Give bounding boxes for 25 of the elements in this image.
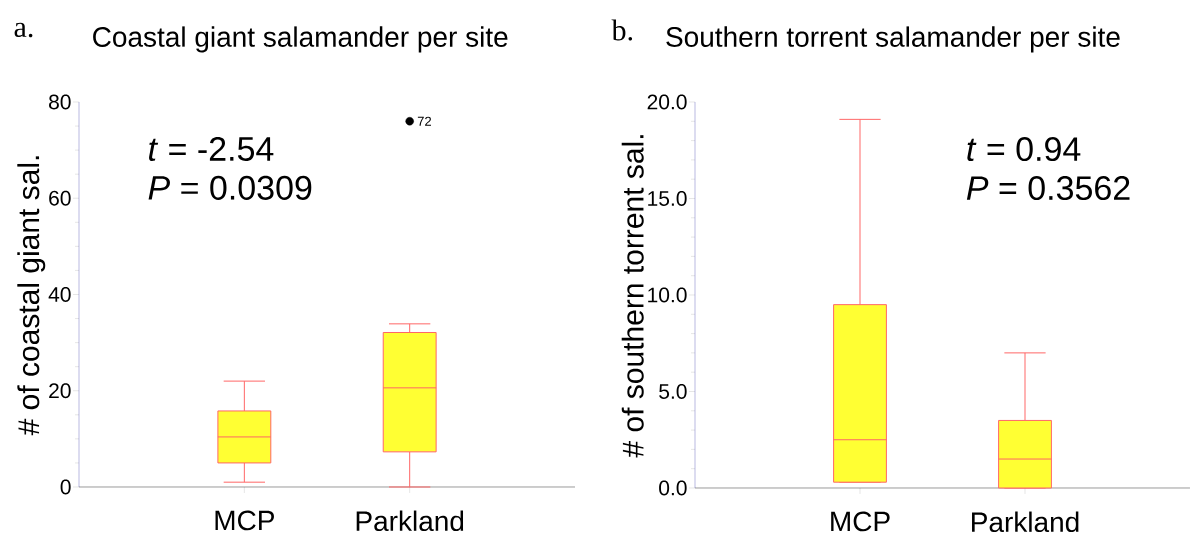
y-tick-label: 10.0 bbox=[648, 287, 687, 303]
y-tick-label: 80 bbox=[49, 94, 71, 110]
y-tick-label: 60 bbox=[49, 190, 71, 206]
annotation: P = 0.0309 bbox=[148, 175, 312, 200]
annotation: 72 bbox=[417, 116, 432, 126]
y-tick-label: 15.0 bbox=[648, 191, 687, 206]
chart-title: Southern torrent salamander per site bbox=[666, 26, 1120, 53]
y-tick-label: 20.0 bbox=[647, 94, 687, 110]
y-tick-label: 5.0 bbox=[659, 384, 687, 399]
y-tick-label: 40 bbox=[48, 287, 71, 302]
x-tick-label: Parkland bbox=[972, 511, 1079, 533]
text: a. bbox=[14, 22, 33, 38]
chart-title: Coastal giant salamander per site bbox=[93, 26, 508, 53]
y-axis-title: # of southern torrent sal. bbox=[621, 135, 644, 458]
y-tick-label: 0.0 bbox=[659, 480, 687, 496]
x-tick-label: MCP bbox=[831, 511, 890, 532]
annotation: t = -2.54 bbox=[149, 136, 274, 161]
x-tick-label: Parkland bbox=[356, 510, 464, 532]
y-tick-label: 0 bbox=[60, 479, 71, 495]
annotation: t = 0.94 bbox=[967, 137, 1081, 162]
y-axis-title: # of coastal giant sal. bbox=[17, 156, 46, 436]
text: b. bbox=[611, 19, 633, 41]
annotation: P = 0.3562 bbox=[966, 176, 1130, 201]
y-tick-label: 20 bbox=[49, 383, 71, 399]
x-tick-label: MCP bbox=[215, 510, 274, 531]
